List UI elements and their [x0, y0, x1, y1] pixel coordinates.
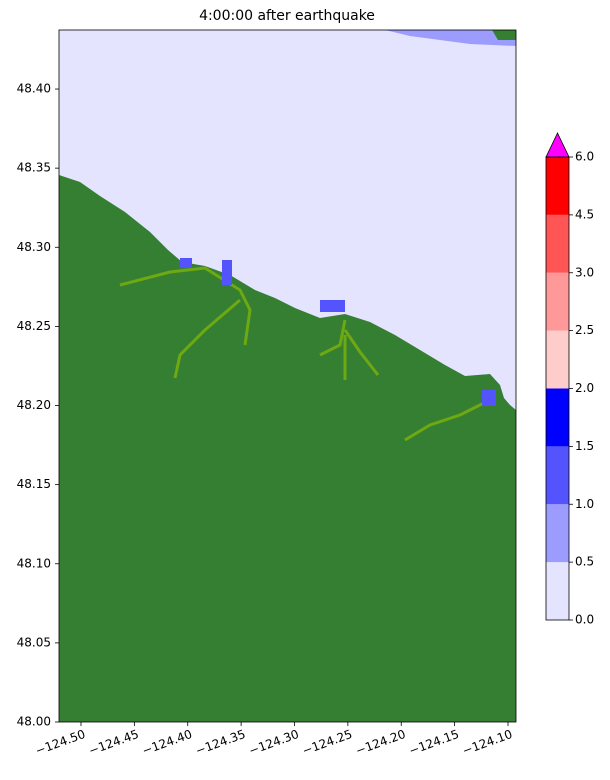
colorbar-segment [546, 157, 569, 215]
inundation [180, 258, 496, 406]
x-tick-label: −124.35 [194, 727, 248, 758]
colorbar-tick-label: 6.0 [575, 150, 594, 164]
colorbar-tick-label: 0.5 [575, 555, 594, 569]
y-tick-label: 48.05 [17, 635, 51, 649]
colorbar-segment [546, 504, 569, 563]
x-tick-label: −124.25 [300, 727, 354, 758]
x-tick-label: −124.45 [87, 727, 141, 758]
land [59, 175, 516, 722]
colorbar-tick-label: 1.5 [575, 439, 594, 453]
x-tick-label: −124.20 [354, 727, 408, 758]
colorbar-tick-label: 0.0 [575, 613, 594, 627]
x-tick-label: −124.10 [461, 727, 515, 758]
y-tick-label: 48.15 [17, 477, 51, 491]
colorbar-extension [545, 132, 570, 158]
y-tick-label: 48.00 [17, 715, 51, 729]
colorbar-tick-label: 3.0 [575, 265, 594, 279]
colorbar-segment [546, 446, 569, 505]
y-tick-label: 48.35 [17, 161, 51, 175]
y-tick-label: 48.20 [17, 398, 51, 412]
colorbar-segment [546, 214, 569, 273]
x-tick-label: −124.40 [140, 727, 194, 758]
plot-frame [58, 29, 517, 723]
colorbar-tick-label: 2.0 [575, 381, 594, 395]
colorbar-segment [546, 388, 569, 447]
colorbar-tick-label: 4.5 [575, 207, 594, 221]
y-tick-label: 48.25 [17, 319, 51, 333]
x-tick-label: −124.30 [247, 727, 301, 758]
colorbar-segment [546, 272, 569, 331]
colorbar-segment [546, 562, 569, 620]
land [492, 30, 516, 40]
y-tick-label: 48.40 [17, 82, 51, 96]
y-tick-label: 48.30 [17, 240, 51, 254]
colorbar-tick-label: 1.0 [575, 497, 594, 511]
x-tick-label: −124.50 [34, 727, 88, 758]
colorbar-segment [546, 330, 569, 389]
chart-title: 4:00:00 after earthquake [199, 8, 375, 24]
x-tick-label: −124.15 [407, 727, 461, 758]
y-tick-label: 48.10 [17, 556, 51, 570]
colorbar-tick-label: 2.5 [575, 323, 594, 337]
map-area [59, 30, 516, 722]
inundation [385, 30, 516, 46]
